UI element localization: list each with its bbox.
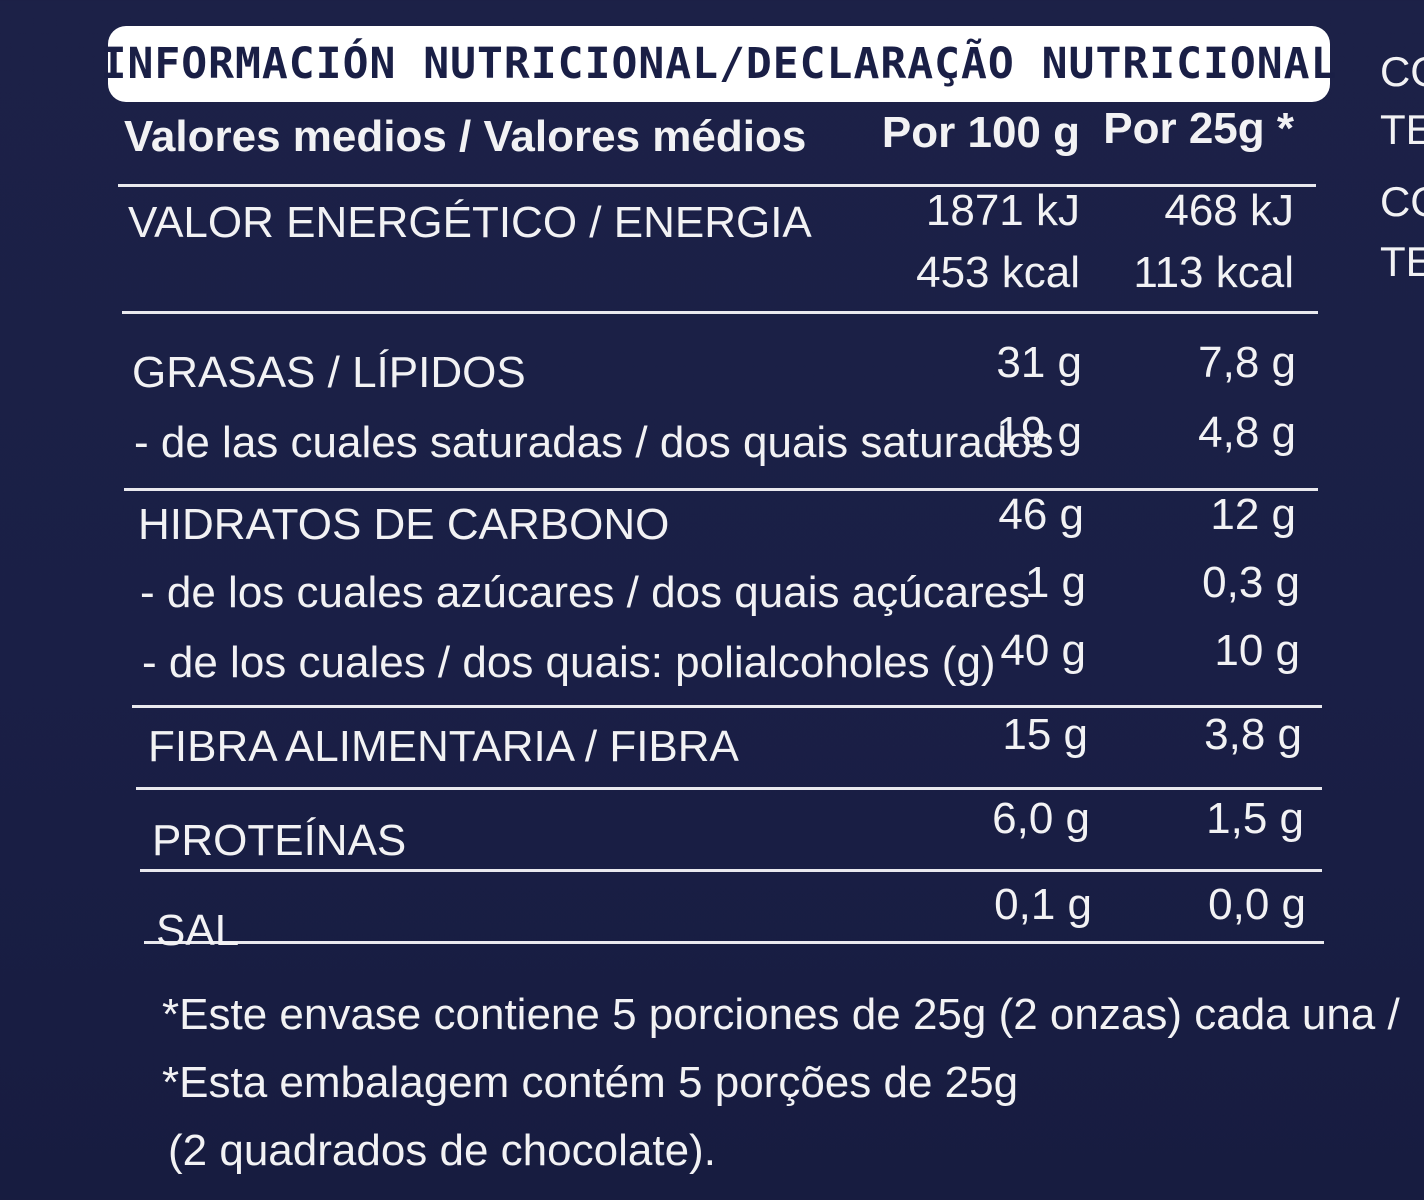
fats-per-25g: 7,8 g [1198,338,1296,387]
carbohydrates-per-100g: 46 g [998,490,1084,539]
energy-kcal-per-25g: 113 kcal [1133,248,1294,297]
polyols-per-25g: 10 g [1214,626,1300,675]
header-label: Valores medios / Valores médios [124,112,807,161]
row-label-proteins: PROTEÍNAS [152,816,407,865]
proteins-per-100g: 6,0 g [992,794,1090,843]
header-per-25g: Por 25g * [1103,104,1294,153]
footnote-line: *Este envase contiene 5 porciones de 25g… [162,990,1400,1039]
side-fragment: TE [1380,106,1424,153]
energy-kcal-per-100g: 453 kcal [916,248,1080,297]
divider [132,705,1322,708]
table-header: Valores medios / Valores médios Por 100 … [0,104,1424,174]
polyols-per-100g: 40 g [1000,626,1086,675]
carbohydrates-per-25g: 12 g [1210,490,1296,539]
header-per-100g: Por 100 g [881,108,1080,157]
energy-kj-per-25g: 468 kJ [1164,186,1294,235]
fibre-per-100g: 15 g [1002,710,1088,759]
row-label-saturated: - de las cuales saturadas / dos quais sa… [134,418,1054,467]
divider [140,869,1322,872]
energy-kj-per-100g: 1871 kJ [925,186,1080,235]
side-fragment: TE [1380,238,1424,285]
nutrition-title: INFORMACIÓN NUTRICIONAL/DECLARAÇÃO NUTRI… [100,39,1338,89]
divider [124,488,1318,491]
divider [118,184,1316,187]
side-fragment: CO [1380,178,1424,225]
salt-per-100g: 0,1 g [994,880,1092,929]
nutrition-title-banner: INFORMACIÓN NUTRICIONAL/DECLARAÇÃO NUTRI… [101,26,1336,102]
row-label-fibre: FIBRA ALIMENTARIA / FIBRA [148,722,739,771]
row-label-sugars: - de los cuales azúcares / dos quais açú… [140,568,1031,617]
row-label-energy: VALOR ENERGÉTICO / ENERGIA [128,198,812,247]
row-label-carbohydrates: HIDRATOS DE CARBONO [138,500,670,549]
row-label-polyols: - de los cuales / dos quais: polialcohol… [142,638,996,687]
sugars-per-25g: 0,3 g [1202,558,1300,607]
row-label-fats: GRASAS / LÍPIDOS [132,348,526,397]
divider [144,941,1324,944]
row-label-salt: SAL [156,906,240,955]
footnote-line: *Esta embalagem contém 5 porções de 25g [162,1058,1019,1107]
fibre-per-25g: 3,8 g [1204,710,1302,759]
footnote-line: (2 quadrados de chocolate). [168,1126,716,1175]
saturated-per-25g: 4,8 g [1198,408,1296,457]
sugars-per-100g: 1 g [1024,558,1086,607]
divider [122,311,1318,314]
saturated-per-100g: 19 g [996,408,1082,457]
side-fragment: CO [1380,48,1424,95]
divider [136,787,1322,790]
proteins-per-25g: 1,5 g [1206,794,1304,843]
salt-per-25g: 0,0 g [1208,880,1306,929]
fats-per-100g: 31 g [996,338,1082,387]
